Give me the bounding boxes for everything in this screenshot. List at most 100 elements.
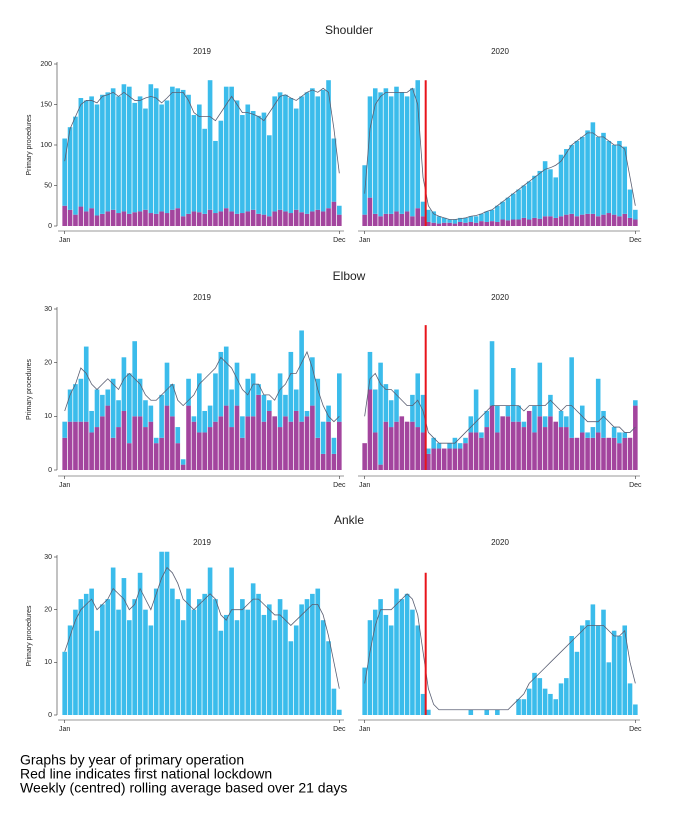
bar (170, 588, 175, 715)
bar (272, 96, 278, 212)
bar (229, 86, 234, 212)
bar (223, 405, 229, 470)
bar (500, 201, 505, 220)
bar (601, 609, 606, 715)
bar (148, 84, 154, 214)
bar (627, 437, 633, 470)
x-tick-label: Dec (333, 726, 346, 733)
bar (532, 432, 537, 470)
panel-title: 2020 (491, 47, 509, 56)
bar (595, 136, 601, 217)
bar (590, 437, 596, 470)
bar (100, 94, 105, 214)
rolling-average-line (64, 566, 340, 689)
x-tick-label: Jan (59, 726, 70, 733)
bar (617, 443, 622, 470)
bar (304, 599, 310, 715)
bar (94, 215, 100, 226)
bar (622, 213, 628, 226)
bar (170, 416, 175, 470)
bar (89, 208, 94, 226)
bar (420, 216, 426, 226)
bar (293, 625, 299, 715)
bar (495, 405, 500, 433)
bar (367, 620, 373, 715)
bar (473, 216, 479, 223)
bar (372, 389, 378, 433)
bar (261, 394, 267, 422)
bar (272, 416, 278, 470)
y-tick-label: 150 (40, 101, 52, 108)
y-tick-label: 0 (48, 467, 52, 474)
bar (378, 464, 383, 470)
bar (394, 86, 399, 212)
bar (473, 389, 479, 433)
bar (229, 211, 234, 226)
panel-title: 2019 (193, 293, 211, 302)
bar (186, 94, 191, 214)
bar (505, 220, 511, 226)
bar (420, 693, 426, 715)
bar (175, 599, 181, 715)
bar (585, 437, 590, 470)
bar (564, 678, 569, 715)
bar (436, 443, 442, 449)
bar (463, 437, 468, 444)
bar (542, 216, 548, 226)
rolling-average-line (364, 372, 636, 444)
bar (394, 421, 399, 470)
bar (336, 214, 342, 226)
bar (326, 208, 331, 226)
bar (164, 100, 170, 214)
bar (505, 405, 511, 417)
bar (62, 437, 68, 470)
bar (579, 625, 585, 715)
bar (633, 219, 638, 226)
bar (132, 416, 138, 470)
bar (137, 211, 143, 226)
bar (288, 213, 294, 226)
bar (553, 177, 559, 218)
bar (207, 427, 213, 470)
bar (537, 678, 543, 715)
bar (526, 688, 532, 715)
bar (196, 104, 202, 213)
bar (250, 110, 256, 210)
bar (479, 432, 484, 438)
bar (293, 209, 299, 226)
bar (548, 416, 553, 470)
bar (601, 132, 606, 215)
x-tick-label: Dec (629, 482, 642, 489)
y-tick-label: 50 (44, 182, 52, 189)
bar (516, 421, 521, 470)
bar (202, 213, 208, 226)
bar (426, 709, 431, 715)
bar (426, 453, 431, 470)
y-tick-label: 200 (40, 61, 52, 68)
bar (186, 213, 191, 226)
bar (89, 432, 94, 470)
bar (548, 216, 553, 226)
bar (362, 214, 367, 226)
bar (606, 437, 612, 470)
bar (457, 448, 463, 470)
bar (89, 96, 94, 209)
footnote: Red line indicates first national lockdo… (20, 766, 272, 782)
x-tick-label: Dec (333, 237, 346, 244)
bar (617, 216, 622, 226)
bar (110, 378, 116, 438)
bar (78, 206, 84, 226)
bar (245, 416, 251, 470)
bar (126, 443, 132, 470)
bar (378, 362, 383, 465)
bar (105, 92, 111, 212)
bar (388, 625, 394, 715)
bar (426, 221, 431, 226)
bar (431, 448, 436, 470)
bar (326, 80, 331, 209)
bar (548, 169, 553, 217)
bar (202, 128, 208, 214)
bar (83, 421, 89, 470)
bar (186, 378, 191, 406)
bar (234, 100, 240, 214)
